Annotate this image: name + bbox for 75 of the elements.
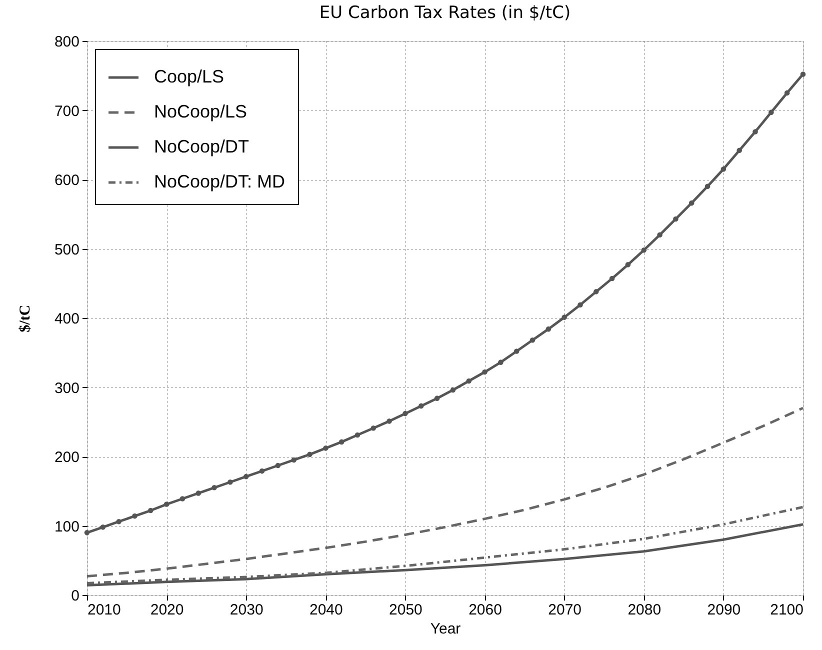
point <box>307 452 312 458</box>
point <box>546 326 552 332</box>
point <box>84 530 90 536</box>
y-tick-label: 100 <box>54 518 80 536</box>
x-tick-label: 2070 <box>548 602 582 618</box>
legend-label: NoCoop/LS <box>154 102 248 122</box>
point <box>164 502 170 507</box>
point <box>578 302 583 308</box>
point <box>148 508 154 514</box>
point <box>625 262 631 268</box>
y-axis-title: $/tC <box>17 304 34 332</box>
point <box>338 439 344 445</box>
x-tick-label: 2020 <box>150 602 184 618</box>
point <box>784 90 790 96</box>
point <box>323 446 328 451</box>
line-series <box>86 506 804 584</box>
point <box>132 513 138 519</box>
point <box>609 276 615 282</box>
line-series <box>86 523 804 587</box>
point <box>514 348 520 354</box>
point <box>704 184 710 190</box>
x-tick-label: 2100 <box>770 602 804 618</box>
point <box>657 232 662 238</box>
point <box>259 468 265 474</box>
point <box>673 216 678 222</box>
point <box>530 338 536 343</box>
point <box>228 479 233 485</box>
x-tick-label: 2080 <box>628 602 662 618</box>
point <box>196 490 202 496</box>
point <box>370 425 376 431</box>
x-tick-label: 2060 <box>468 602 502 618</box>
point <box>116 518 122 524</box>
chart-title: EU Carbon Tax Rates (in $/tC) <box>319 3 571 23</box>
point <box>641 247 647 253</box>
point <box>100 524 106 530</box>
point <box>418 403 424 409</box>
y-tick-label: 700 <box>54 102 80 120</box>
point <box>736 148 742 154</box>
y-tick-label: 200 <box>54 449 80 466</box>
point <box>243 474 249 480</box>
point <box>562 314 567 320</box>
x-tick-label: 2050 <box>389 602 422 618</box>
point <box>498 360 504 365</box>
point <box>354 432 360 438</box>
point <box>386 418 392 424</box>
x-tick-label: 2040 <box>309 602 343 618</box>
point <box>434 396 440 401</box>
point <box>800 72 806 77</box>
point <box>594 289 599 294</box>
point <box>291 457 296 463</box>
legend-label: Coop/LS <box>154 66 224 86</box>
y-tick-label: 300 <box>54 380 80 397</box>
line-series <box>86 406 804 578</box>
legend-label: NoCoop/DT <box>154 136 250 156</box>
point <box>768 110 774 115</box>
point <box>450 387 456 393</box>
x-tick-label: 2010 <box>88 602 121 618</box>
legend-label: NoCoop/DT: MD <box>154 172 286 192</box>
x-tick-label: 2090 <box>707 602 741 618</box>
point <box>720 166 726 172</box>
y-tick-label: 500 <box>54 241 80 258</box>
y-tick-label: 400 <box>54 310 80 328</box>
point <box>212 485 217 490</box>
point <box>482 369 488 375</box>
point <box>752 129 758 134</box>
point <box>180 496 186 502</box>
point <box>466 378 472 384</box>
y-tick-label: 800 <box>54 34 80 50</box>
x-tick-label: 2030 <box>230 602 264 618</box>
y-tick-label: 0 <box>71 588 80 604</box>
y-tick-label: 600 <box>54 172 80 189</box>
point <box>275 462 281 468</box>
x-axis-title: Year <box>430 620 461 638</box>
point <box>688 200 694 206</box>
point <box>402 410 408 416</box>
